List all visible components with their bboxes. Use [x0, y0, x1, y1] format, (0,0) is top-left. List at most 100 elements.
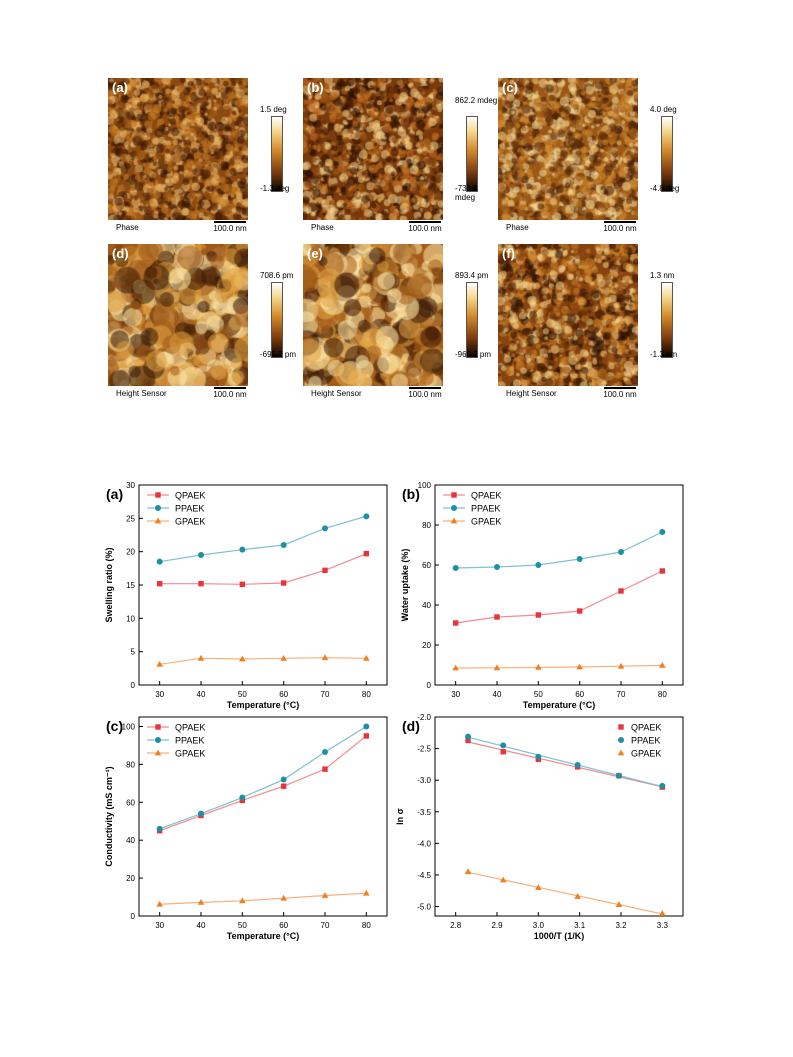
scale-bar-line — [214, 387, 246, 389]
legend-label: PPAEK — [175, 504, 204, 514]
y-tick-label: 0 — [131, 681, 136, 690]
y-tick-label: 60 — [422, 561, 431, 570]
data-point — [452, 620, 459, 626]
panel-label: (a) — [106, 486, 123, 502]
data-point — [452, 565, 459, 571]
color-scale-max: 4.0 deg — [650, 105, 677, 114]
scale-bar-line — [214, 221, 246, 223]
color-scale-max: 862.2 mdeg — [455, 96, 498, 105]
data-point — [499, 876, 507, 883]
data-point — [659, 568, 666, 574]
afm-image-a: (a) — [108, 78, 248, 220]
data-point — [465, 733, 472, 740]
data-point — [535, 664, 542, 670]
legend-marker — [155, 505, 161, 511]
afm-image-e: (e) — [303, 244, 443, 386]
afm-image-c: (c) — [498, 78, 638, 220]
data-point — [363, 654, 370, 661]
data-point — [280, 542, 287, 548]
series-ppaek — [465, 733, 666, 789]
x-tick-label: 60 — [279, 921, 288, 930]
x-tick-label: 60 — [279, 690, 288, 699]
scale-bar: 100.0 nm — [405, 221, 445, 233]
plot-frame — [138, 484, 388, 686]
series-ppaek — [156, 723, 370, 832]
data-point — [574, 762, 581, 769]
data-point — [615, 772, 622, 779]
y-tick-label: 0 — [131, 912, 136, 921]
x-tick-label: 2.8 — [450, 921, 462, 930]
legend: QPAEK PPAEK GPAEK — [147, 491, 205, 527]
x-axis-label: Temperature (°C) — [227, 700, 299, 710]
y-tick-label: -4.5 — [417, 871, 431, 880]
data-point — [576, 556, 583, 562]
data-point — [363, 733, 370, 739]
data-point — [464, 868, 472, 875]
afm-image-f: (f) — [498, 244, 638, 386]
color-scale-min: -1.3 nm — [650, 350, 678, 359]
x-tick-label: 3.3 — [657, 921, 669, 930]
x-tick-label: 80 — [658, 690, 667, 699]
series-line — [159, 515, 367, 563]
panel-label: (f) — [502, 246, 515, 261]
panel-label: (a) — [112, 80, 128, 95]
data-point — [322, 525, 328, 532]
data-point — [239, 655, 246, 662]
y-tick-label: -3.0 — [417, 776, 431, 785]
data-point — [321, 654, 329, 661]
scale-bar-line — [409, 387, 441, 389]
data-point — [198, 810, 204, 817]
afm-mode-label: Height Sensor — [506, 389, 557, 398]
afm-image-b: (b) — [303, 78, 443, 220]
series-qpaek — [156, 550, 370, 588]
y-tick-label: 20 — [126, 874, 135, 883]
data-point — [280, 654, 287, 661]
series-line — [455, 664, 663, 669]
data-point — [239, 794, 246, 801]
legend-marker — [451, 492, 457, 498]
color-scale-min: -1.3 deg — [260, 184, 290, 193]
x-tick-label: 80 — [362, 690, 371, 699]
x-tick-label: 80 — [362, 921, 371, 930]
data-point — [322, 567, 328, 574]
data-point — [321, 892, 329, 898]
data-point — [452, 664, 459, 671]
plot-frame — [434, 716, 684, 917]
scale-bar-line — [604, 221, 636, 223]
legend: QPAEK PPAEK GPAEK — [443, 491, 501, 527]
legend-marker — [154, 517, 162, 524]
y-axis-label: Conductivity (mS cm⁻¹) — [104, 766, 114, 866]
data-point — [574, 893, 581, 899]
data-point — [198, 580, 204, 587]
data-point — [500, 749, 506, 755]
data-point — [500, 742, 507, 749]
y-tick-label: 30 — [126, 481, 135, 490]
data-point — [322, 766, 328, 772]
legend-marker — [450, 517, 458, 524]
series-line — [455, 570, 663, 624]
color-scale-max: 893.4 pm — [455, 271, 489, 280]
scale-bar: 100.0 nm — [600, 221, 640, 233]
chart-d: 2.8 2.9 3.0 3.1 3.2 3.3 -2.0 -2.5 -3.0 -3.5 -4.0 -4… — [395, 713, 684, 941]
x-tick-label: 50 — [238, 690, 247, 699]
afm-mode-label: Phase — [506, 223, 529, 232]
x-axis-label: 1000/T (1/K) — [534, 931, 585, 941]
x-tick-label: 70 — [321, 921, 330, 930]
color-scale-max: 1.3 nm — [650, 271, 675, 280]
legend: QPAEK PPAEK GPAEK — [617, 723, 661, 759]
legend: QPAEK PPAEK GPAEK — [147, 723, 205, 759]
y-tick-label: 0 — [427, 681, 432, 690]
fit-line — [467, 741, 663, 788]
legend-marker — [155, 492, 161, 498]
legend-label: QPAEK — [631, 723, 661, 733]
data-point — [156, 558, 163, 565]
scale-bar: 100.0 nm — [210, 221, 250, 233]
series-line — [159, 892, 367, 905]
data-point — [363, 723, 370, 730]
data-point — [493, 664, 501, 671]
afm-texture — [303, 244, 443, 386]
data-point — [659, 910, 666, 916]
data-point — [280, 783, 287, 789]
